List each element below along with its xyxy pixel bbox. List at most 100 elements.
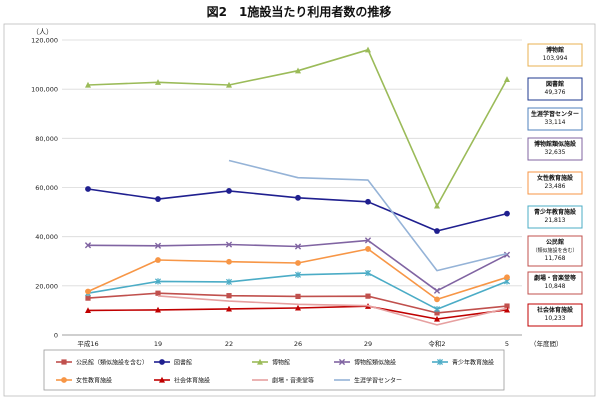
callout-box [527,107,583,131]
callout-label: 博物館 [546,46,564,54]
x-tick-label: 29 [364,340,372,348]
data-point [155,306,161,313]
data-point [503,251,511,258]
data-point [295,260,301,266]
data-point [154,278,162,285]
callout-value: 21,813 [545,217,566,224]
data-point [433,287,441,294]
data-point [365,246,371,252]
x-tick-label: 22 [225,340,233,348]
callout-value: 10,848 [545,283,566,290]
data-point [294,243,302,250]
legend-marker [338,358,346,366]
data-point [85,295,91,301]
callout-value: 10,233 [545,315,566,322]
y-axis-label: （人） [32,28,53,36]
callout-value: 23,486 [545,183,566,190]
data-point [504,303,510,309]
data-point [85,186,91,192]
legend-box [43,349,505,391]
data-point [365,293,371,299]
legend-label: 公民館（類似施設を含む） [76,359,148,367]
x-tick-label: 5 [505,340,509,348]
x-tick-label: 平成16 [77,339,98,348]
data-point [226,81,232,88]
data-point [295,194,301,201]
callout-box [527,77,583,101]
data-point [85,288,91,295]
data-point [155,196,161,202]
callout-value: 33,114 [545,119,566,126]
data-point [434,315,440,322]
chart-frame [3,23,596,397]
data-point [294,271,302,278]
y-tick-label: 100,000 [31,86,58,94]
data-point [226,258,232,265]
legend-label: 女性教育施設 [76,377,112,385]
callout-label: 社会体育施設 [536,306,574,314]
y-tick-label: 0 [54,332,58,340]
data-point [85,81,91,88]
y-tick-label: 80,000 [35,135,58,143]
data-point [365,46,371,53]
data-point [434,202,440,209]
data-point [295,304,301,311]
data-point [433,306,441,313]
callout-value: 103,994 [543,55,568,62]
data-point [155,257,161,263]
data-point [434,296,440,303]
callout-label: 図書館 [546,80,564,88]
callout-label: （類似施設を含む） [532,247,577,254]
series-line [157,295,508,326]
data-point [155,79,161,85]
chart-title: 図2 1施設当たり利用者数の推移 [207,4,392,19]
legend-label: 青少年教育施設 [452,359,494,367]
callout-box [527,303,583,327]
legend-marker [159,359,165,365]
data-point [364,237,372,244]
x-tick-label: 26 [294,340,302,348]
legend-marker [61,359,67,365]
callout-value: 32,635 [545,149,566,156]
data-point [84,242,92,249]
y-tick-label: 40,000 [35,233,58,241]
callout-box [527,171,583,195]
legend-label: 劇場・音楽堂等 [272,377,314,385]
callout-box [527,205,583,229]
y-tick-label: 120,000 [31,37,58,45]
legend-label: 図書館 [174,359,192,367]
legend-label: 生涯学習センター [354,377,402,385]
data-point [365,198,371,205]
callout-label: 生涯学習センター [531,110,579,118]
data-point [504,306,510,313]
callout-box [527,235,583,267]
data-point [504,76,510,82]
data-point [226,188,232,194]
legend-label: 博物館 [272,359,290,367]
legend-marker [61,377,67,383]
data-point [226,293,232,299]
data-point [154,242,162,249]
data-point [295,67,301,74]
data-point [155,290,161,296]
data-point [225,278,233,285]
callout-box [527,137,583,161]
data-point [225,241,233,248]
callout-box [527,43,583,67]
data-point [85,307,91,314]
callout-value: 49,376 [545,89,566,96]
legend-marker [159,376,165,383]
data-point [364,269,372,277]
callout-label: 青少年教育施設 [534,208,577,216]
legend-label: 博物館類似施設 [354,359,396,367]
x-axis-label: （年度間） [530,339,563,348]
callout-label: 博物館類似施設 [534,140,577,148]
data-point [504,274,510,281]
data-point [434,228,440,234]
callout-box [527,271,583,295]
x-tick-label: 19 [154,340,162,348]
x-tick-label: 令和2 [428,339,445,348]
legend-marker [436,358,444,366]
y-tick-label: 20,000 [35,282,58,290]
